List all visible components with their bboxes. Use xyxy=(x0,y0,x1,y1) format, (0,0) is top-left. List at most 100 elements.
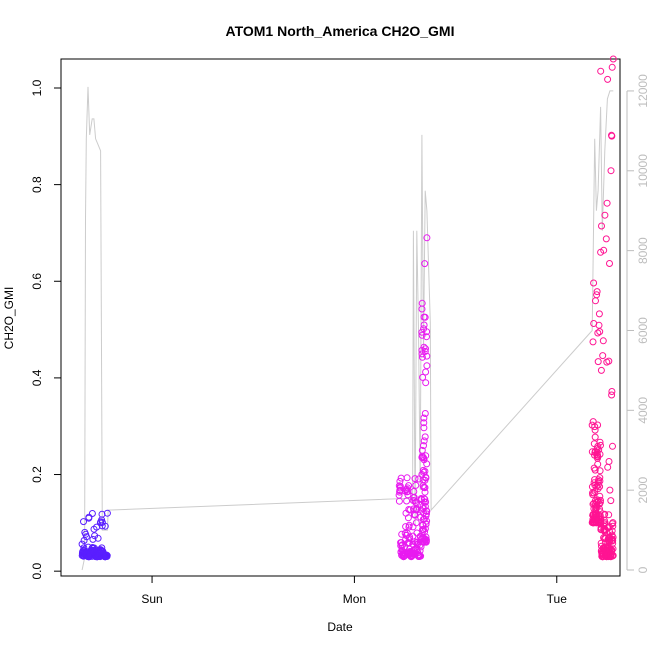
data-point xyxy=(597,496,604,504)
data-point xyxy=(596,477,604,485)
x-tick-label: Mon xyxy=(343,592,366,606)
data-point xyxy=(596,467,604,475)
data-point xyxy=(422,379,430,387)
data-point xyxy=(94,534,102,542)
data-point xyxy=(601,519,609,527)
data-point xyxy=(596,512,604,520)
data-point xyxy=(595,321,603,329)
data-point xyxy=(420,343,428,351)
data-point xyxy=(420,419,428,427)
x-tick-label: Sun xyxy=(141,592,162,606)
chart-title: ATOM1 North_America CH2O_GMI xyxy=(226,23,455,39)
data-point xyxy=(593,291,601,299)
data-point xyxy=(395,497,403,505)
data-point xyxy=(597,366,605,374)
x-tick-label: Tue xyxy=(547,592,568,606)
right-tick-label: 6000 xyxy=(636,317,650,344)
data-point xyxy=(591,433,599,441)
data-point xyxy=(98,522,106,530)
series-1 xyxy=(78,509,111,561)
data-point xyxy=(591,466,599,474)
data-point xyxy=(103,509,111,517)
data-point xyxy=(596,450,604,458)
data-point xyxy=(422,345,429,353)
data-point xyxy=(420,437,428,445)
data-point xyxy=(594,485,602,493)
data-point xyxy=(418,328,426,336)
data-point xyxy=(604,75,612,83)
altitude-line-layer xyxy=(81,86,614,571)
data-point xyxy=(607,497,615,505)
data-point xyxy=(88,510,96,517)
data-point xyxy=(593,288,601,296)
data-point xyxy=(423,352,431,360)
data-point xyxy=(418,299,426,307)
data-point xyxy=(421,525,429,533)
data-point xyxy=(597,441,604,449)
data-point xyxy=(410,488,418,495)
left-tick-label: 0.0 xyxy=(30,563,44,580)
data-point xyxy=(422,536,430,544)
data-point xyxy=(594,329,602,337)
data-point xyxy=(605,458,613,465)
data-point xyxy=(80,537,88,544)
data-point xyxy=(599,352,607,360)
right-y-axis: 0 2000 4000 6000 8000 10000 12000 xyxy=(626,74,650,573)
data-point xyxy=(418,331,426,339)
right-tick-label: 0 xyxy=(636,566,650,573)
data-point xyxy=(406,533,414,541)
right-tick-label: 10000 xyxy=(636,154,650,188)
right-tick-label: 8000 xyxy=(636,237,650,264)
data-point xyxy=(423,510,430,518)
data-point xyxy=(596,474,604,482)
data-point xyxy=(396,482,404,490)
data-point xyxy=(413,506,421,514)
data-point xyxy=(589,418,597,426)
data-point xyxy=(609,442,616,450)
y-axis-label: CH2O_GMI xyxy=(2,287,16,350)
data-point xyxy=(405,482,413,490)
series-2 xyxy=(395,234,431,561)
data-point xyxy=(589,338,597,346)
left-y-axis: 0.0 0.2 0.4 0.6 0.8 1.0 xyxy=(30,79,62,580)
data-point xyxy=(607,167,615,175)
data-point xyxy=(421,347,429,355)
data-point xyxy=(590,279,598,287)
data-point xyxy=(596,438,604,446)
data-point xyxy=(423,234,431,242)
data-point xyxy=(417,552,425,560)
data-point xyxy=(594,481,602,489)
data-point xyxy=(421,410,429,417)
data-point xyxy=(101,522,109,530)
data-point xyxy=(416,551,424,559)
left-tick-label: 0.2 xyxy=(30,466,44,483)
data-point xyxy=(416,547,424,555)
data-point xyxy=(595,446,603,454)
data-point xyxy=(412,481,420,489)
data-point xyxy=(609,519,617,527)
data-point xyxy=(609,537,617,545)
altitude-line xyxy=(81,86,614,571)
data-point xyxy=(418,353,426,361)
data-point xyxy=(599,337,607,345)
data-point xyxy=(421,488,429,496)
data-point xyxy=(592,297,599,305)
data-point xyxy=(601,211,609,219)
data-point xyxy=(595,310,603,318)
data-point xyxy=(608,132,616,140)
right-tick-label: 2000 xyxy=(636,476,650,503)
data-point xyxy=(609,522,617,530)
data-point xyxy=(608,527,616,535)
data-point xyxy=(605,511,613,519)
data-point xyxy=(422,533,430,541)
left-tick-label: 0.4 xyxy=(30,369,44,386)
data-point xyxy=(594,478,602,486)
x-axis-label: Date xyxy=(327,620,353,634)
data-point xyxy=(420,424,428,432)
data-point xyxy=(404,514,412,522)
right-tick-label: 4000 xyxy=(636,397,650,424)
data-point xyxy=(405,521,413,529)
data-point xyxy=(423,507,431,515)
data-point xyxy=(609,533,617,541)
data-point xyxy=(609,552,617,559)
